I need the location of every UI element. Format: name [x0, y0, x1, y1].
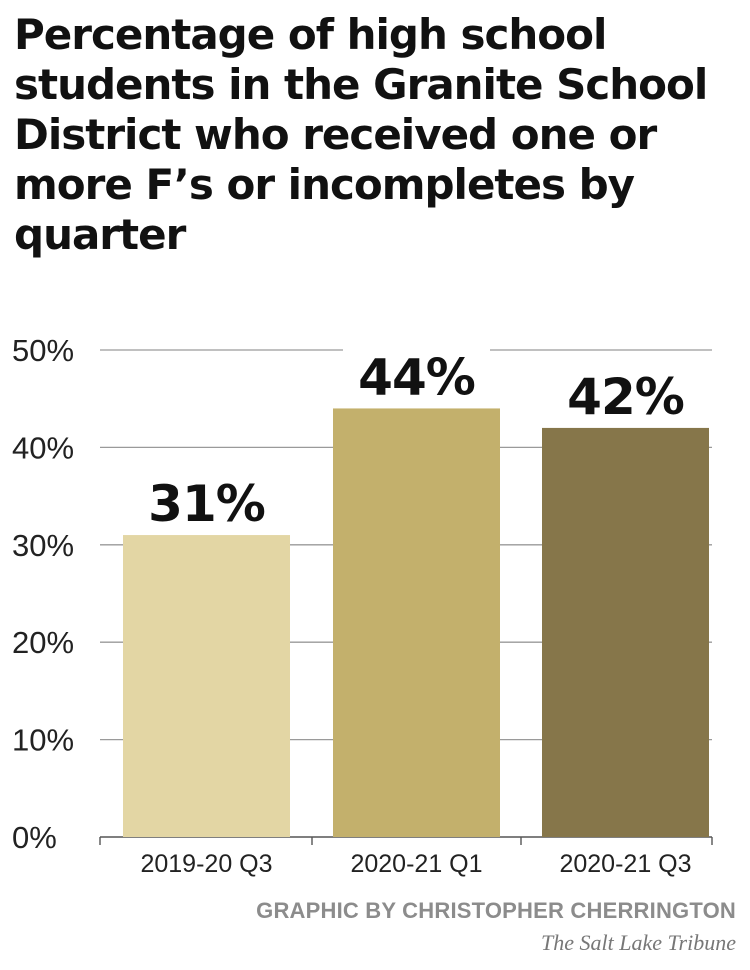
bars	[123, 408, 709, 837]
bar	[123, 535, 290, 837]
y-tick-label: 40%	[12, 430, 74, 465]
data-label-backdrop	[552, 365, 699, 424]
chart-title: Percentage of high school students in th…	[14, 10, 708, 259]
x-tick-label: 2020-21 Q3	[559, 850, 691, 878]
data-label: 31%	[148, 475, 265, 533]
data-label: 44%	[358, 348, 475, 406]
bar	[333, 408, 500, 837]
y-tick-label: 0%	[12, 820, 57, 855]
x-tick-label: 2020-21 Q1	[350, 850, 482, 878]
y-tick-label: 30%	[12, 528, 74, 563]
data-label: 42%	[567, 368, 684, 426]
x-tick-label: 2019-20 Q3	[140, 850, 272, 878]
publisher-name: The Salt Lake Tribune	[541, 930, 736, 955]
y-tick-label: 50%	[12, 333, 74, 368]
y-tick-label: 20%	[12, 625, 74, 660]
graphic-credit: GRAPHIC BY CHRISTOPHER CHERRINGTON	[256, 898, 736, 923]
bar	[542, 427, 709, 837]
y-axis-ticks: 0% 10% 20% 30% 40% 50%	[12, 333, 74, 855]
data-label-backdrop	[133, 473, 280, 532]
x-axis-ticks: 2019-20 Q3 2020-21 Q1 2020-21 Q3	[99, 837, 713, 878]
data-labels: 31% 44% 42%	[133, 346, 699, 533]
y-tick-label: 10%	[12, 723, 74, 758]
data-label-backdrop	[343, 346, 490, 405]
